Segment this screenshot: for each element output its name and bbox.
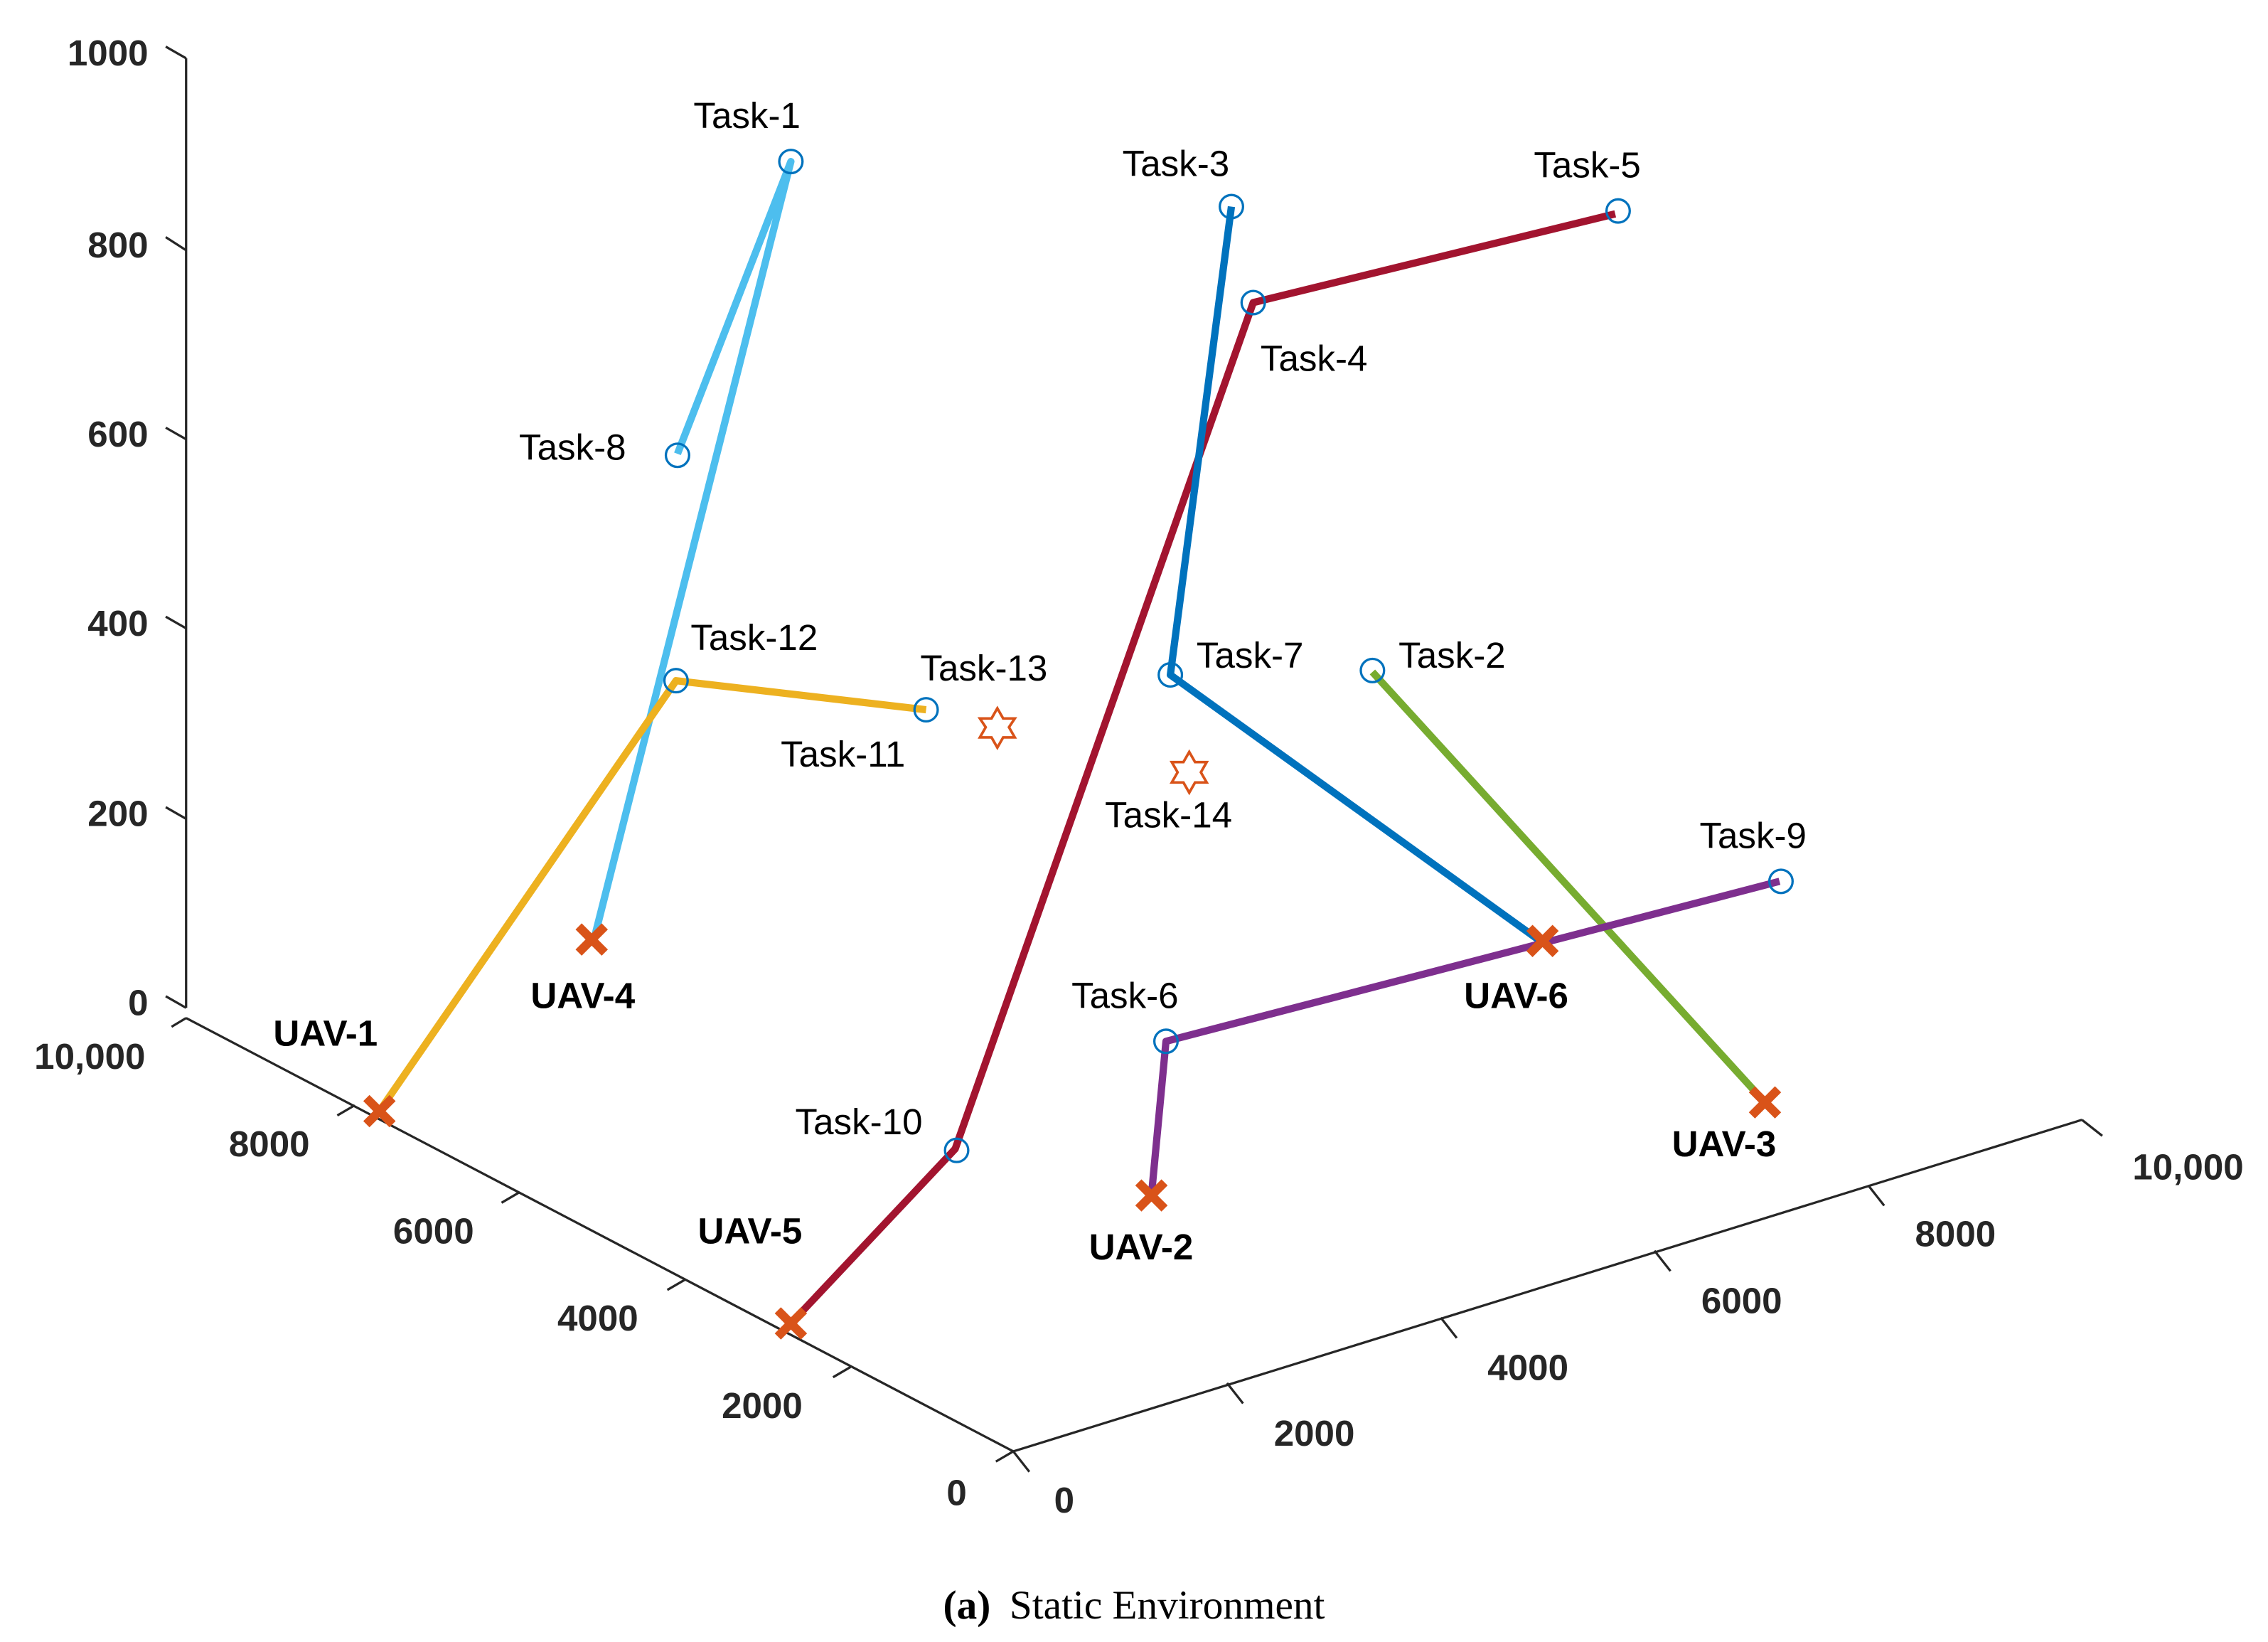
uav-markers <box>363 923 1782 1340</box>
uav-2-x-icon <box>1135 1179 1168 1212</box>
y-tick-10000: 10,000 <box>34 1036 145 1077</box>
z-tick-400: 400 <box>87 603 148 644</box>
task-10-label: Task-10 <box>796 1102 923 1142</box>
y-tick-6000: 6000 <box>393 1211 474 1252</box>
route-uav-5 <box>788 210 1617 1326</box>
uav-4-x-icon <box>575 923 609 956</box>
z-tick-600: 600 <box>87 414 148 454</box>
unassigned-task-markers <box>977 705 1209 796</box>
uav-5-label: UAV-5 <box>698 1211 803 1252</box>
axes <box>165 46 2103 1473</box>
task-13-hexagram-icon <box>977 705 1017 750</box>
task-13-label: Task-13 <box>920 648 1047 688</box>
uav-6-label: UAV-6 <box>1464 975 1568 1015</box>
z-tick-1000: 1000 <box>68 33 149 73</box>
task-1-label: Task-1 <box>693 95 801 136</box>
y-tick-0: 0 <box>946 1473 966 1513</box>
uav-labels: UAV-1 UAV-2 UAV-3 UAV-4 UAV-5 UAV-6 <box>273 975 1776 1267</box>
task-3-label: Task-3 <box>1123 144 1230 184</box>
task-7-marker-icon <box>1157 661 1184 688</box>
task-14-hexagram-icon <box>1169 749 1209 796</box>
task-6-label: Task-6 <box>1071 975 1179 1015</box>
task-12-label: Task-12 <box>690 617 818 658</box>
task-4-label: Task-4 <box>1261 338 1368 379</box>
routes <box>376 158 1781 1326</box>
x-tick-4000: 4000 <box>1487 1348 1568 1388</box>
z-tick-200: 200 <box>87 794 148 834</box>
uav-4-label: UAV-4 <box>530 975 635 1015</box>
y-axis-line <box>185 1017 1015 1453</box>
task-5-label: Task-5 <box>1534 145 1641 186</box>
route-uav-4 <box>589 158 795 944</box>
caption-text: Static Environment <box>1010 1583 1325 1628</box>
x-tick-labels: 0 2000 4000 6000 8000 10,000 <box>1054 1147 2244 1520</box>
task-11-label: Task-11 <box>781 734 905 774</box>
task-8-label: Task-8 <box>519 427 626 467</box>
z-tick-labels: 1000 800 600 400 200 0 <box>68 33 149 1023</box>
task-markers <box>663 149 1794 1163</box>
task-5-marker-icon <box>1605 198 1631 224</box>
x-tick-8000: 8000 <box>1915 1214 1996 1254</box>
uav-1-x-icon <box>363 1094 396 1128</box>
z-tick-800: 800 <box>87 225 148 265</box>
route-uav-3 <box>1369 669 1768 1105</box>
uav-1-label: UAV-1 <box>273 1013 378 1053</box>
uav-3-x-icon <box>1748 1086 1782 1119</box>
caption-label: (a) <box>943 1583 991 1628</box>
y-tick-8000: 8000 <box>229 1124 310 1164</box>
y-tick-labels: 10,000 8000 6000 4000 2000 0 <box>34 1036 967 1513</box>
task-10-marker-icon <box>943 1137 970 1163</box>
y-tick-4000: 4000 <box>557 1298 638 1338</box>
task-1-marker-icon <box>778 149 804 175</box>
task-labels: Task-1 Task-2 Task-3 Task-4 Task-5 Task-… <box>519 95 1807 1142</box>
uav-2-label: UAV-2 <box>1089 1227 1194 1267</box>
x-axis-line <box>1012 1119 2082 1453</box>
z-tick-0: 0 <box>128 982 148 1023</box>
x-tick-6000: 6000 <box>1701 1281 1782 1321</box>
uav-3-label: UAV-3 <box>1672 1124 1777 1164</box>
x-tick-2000: 2000 <box>1274 1413 1355 1454</box>
uav-6-x-icon <box>1526 924 1559 957</box>
uav-5-x-icon <box>774 1307 808 1340</box>
task-11-marker-icon <box>913 697 939 723</box>
task-4-marker-icon <box>1240 289 1266 316</box>
task-9-label: Task-9 <box>1699 815 1807 855</box>
figure-caption: (a) Static Environment <box>943 1583 1325 1628</box>
route-uav-2 <box>1148 878 1781 1196</box>
x-tick-10000: 10,000 <box>2132 1147 2243 1188</box>
task-3-marker-icon <box>1219 193 1245 220</box>
task-6-marker-icon <box>1152 1028 1179 1055</box>
y-tick-2000: 2000 <box>722 1385 803 1426</box>
x-tick-0: 0 <box>1054 1480 1074 1520</box>
task-12-marker-icon <box>663 668 689 694</box>
task-14-label: Task-14 <box>1105 795 1232 836</box>
task-9-marker-icon <box>1767 868 1794 895</box>
task-2-marker-icon <box>1359 657 1386 683</box>
task-2-label: Task-2 <box>1398 635 1506 676</box>
task-7-label: Task-7 <box>1197 635 1304 676</box>
route-uav-6 <box>1167 206 1541 943</box>
task-8-marker-icon <box>664 442 690 469</box>
route-uav-1 <box>376 677 927 1114</box>
